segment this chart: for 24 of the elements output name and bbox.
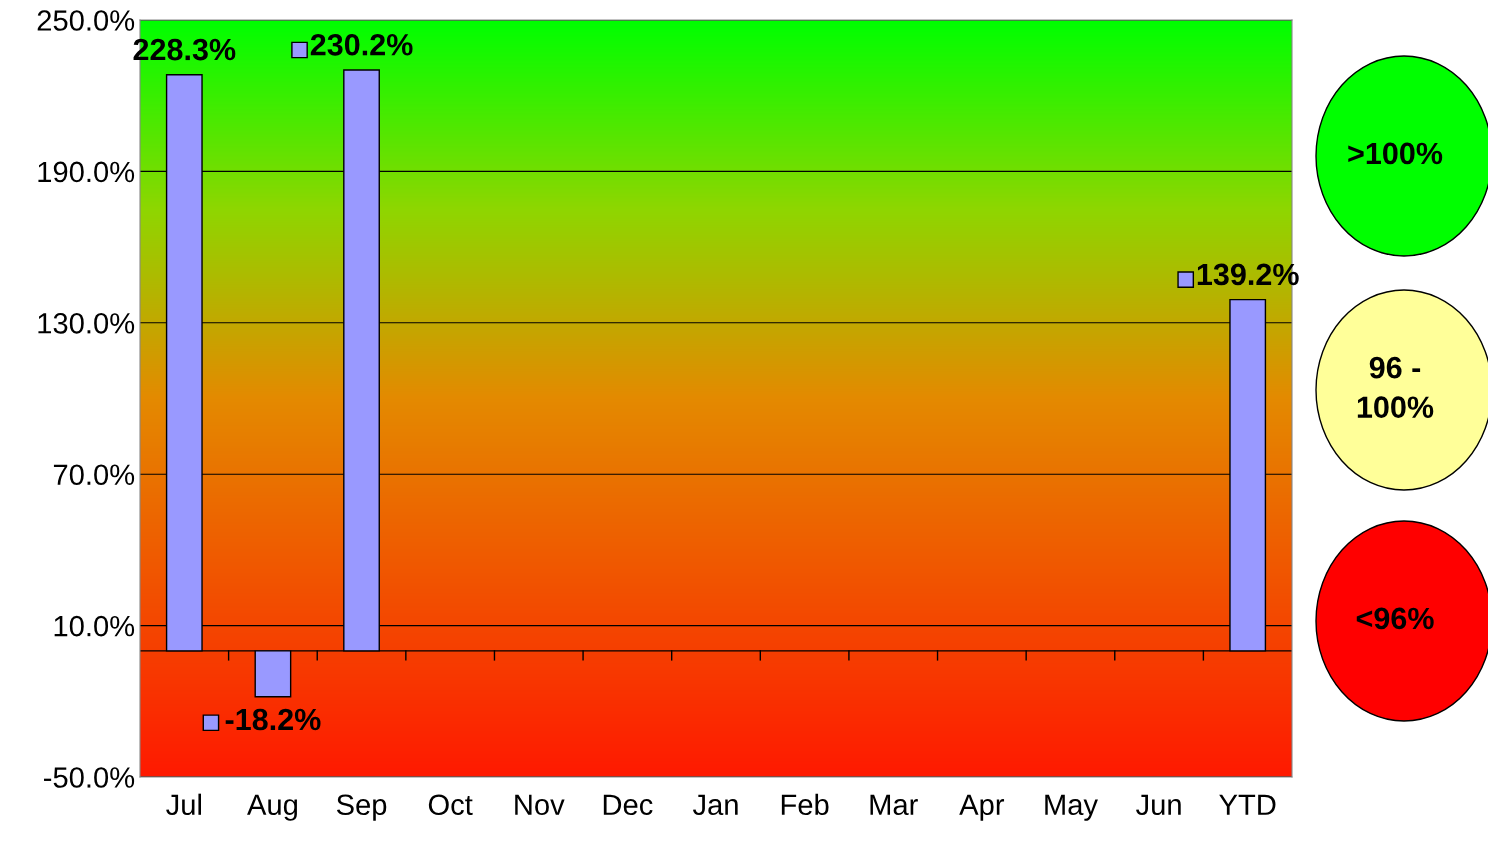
x-tick-label: Mar bbox=[870, 794, 918, 816]
x-tick-label: Jul bbox=[166, 793, 201, 816]
data-label: -18.2% bbox=[225, 708, 321, 731]
x-tick-label: Apr bbox=[959, 794, 1005, 821]
x-tick-label: Jun bbox=[1136, 794, 1181, 816]
y-tick-label: 250.0% bbox=[37, 10, 135, 31]
data-label: 230.2% bbox=[310, 33, 413, 56]
y-tick-label: 130.0% bbox=[38, 313, 135, 334]
x-tick-label: Aug bbox=[247, 794, 297, 821]
x-tick-label: Jan bbox=[692, 794, 738, 816]
text: 96 - 100% bbox=[1357, 356, 1434, 418]
y-tick-label: 10.0% bbox=[54, 615, 135, 637]
x-tick-label: Sep bbox=[336, 794, 387, 821]
x-tick-label: YTD bbox=[1219, 794, 1276, 815]
x-tick-label: Feb bbox=[781, 793, 829, 816]
text: >100% bbox=[1348, 142, 1443, 165]
y-tick-label: 70.0% bbox=[53, 464, 135, 486]
y-tick-label: -50.0% bbox=[44, 767, 135, 788]
x-tick-label: May bbox=[1045, 794, 1098, 821]
y-tick-label: 190.0% bbox=[38, 161, 135, 183]
x-tick-label: Dec bbox=[603, 794, 653, 816]
text: <96% bbox=[1356, 607, 1434, 630]
x-tick-label: Nov bbox=[515, 794, 565, 816]
x-tick-label: Oct bbox=[428, 794, 473, 816]
